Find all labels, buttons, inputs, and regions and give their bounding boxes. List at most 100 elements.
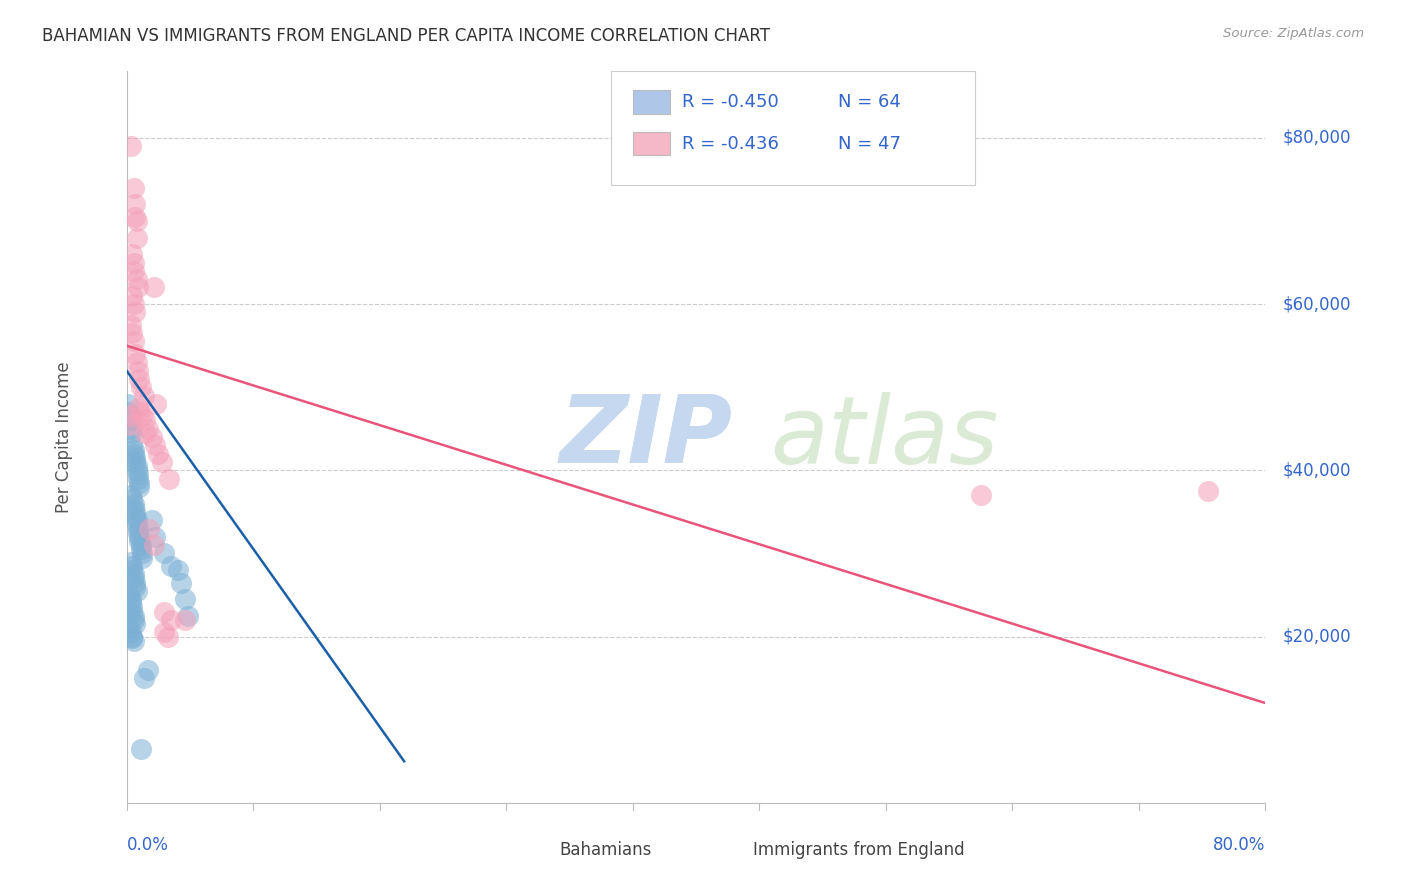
Point bbox=[120, 139, 142, 153]
Point bbox=[129, 542, 152, 557]
Point bbox=[125, 355, 148, 369]
Point bbox=[142, 538, 165, 552]
Point bbox=[156, 630, 179, 644]
Point bbox=[124, 509, 146, 524]
Point bbox=[122, 497, 145, 511]
Point bbox=[141, 513, 163, 527]
Point bbox=[128, 475, 150, 490]
Point bbox=[127, 467, 149, 482]
FancyBboxPatch shape bbox=[721, 844, 747, 860]
Point bbox=[122, 255, 145, 269]
Point bbox=[150, 455, 173, 469]
Point bbox=[131, 409, 153, 424]
Point bbox=[122, 442, 145, 457]
Point bbox=[120, 555, 142, 569]
Text: atlas: atlas bbox=[770, 392, 998, 483]
Point bbox=[124, 197, 146, 211]
Point bbox=[121, 438, 143, 452]
Point bbox=[122, 334, 145, 349]
Text: $40,000: $40,000 bbox=[1282, 461, 1351, 479]
Text: $60,000: $60,000 bbox=[1282, 295, 1351, 313]
Point bbox=[122, 500, 145, 515]
Point bbox=[159, 613, 181, 627]
Point bbox=[125, 513, 148, 527]
Text: R = -0.450: R = -0.450 bbox=[682, 93, 779, 112]
Point bbox=[128, 372, 150, 386]
Point bbox=[146, 447, 169, 461]
Text: BAHAMIAN VS IMMIGRANTS FROM ENGLAND PER CAPITA INCOME CORRELATION CHART: BAHAMIAN VS IMMIGRANTS FROM ENGLAND PER … bbox=[42, 27, 770, 45]
Point bbox=[117, 397, 139, 411]
Point bbox=[122, 264, 145, 278]
Point bbox=[121, 558, 143, 573]
Point bbox=[134, 425, 156, 440]
Point bbox=[125, 517, 148, 532]
Point bbox=[120, 488, 142, 502]
Point bbox=[124, 450, 146, 465]
FancyBboxPatch shape bbox=[633, 90, 669, 114]
Point bbox=[124, 505, 146, 519]
Point bbox=[132, 671, 155, 685]
Text: ZIP: ZIP bbox=[560, 391, 733, 483]
Point bbox=[131, 550, 153, 565]
Point bbox=[125, 459, 148, 474]
Point bbox=[129, 538, 152, 552]
Point bbox=[121, 630, 143, 644]
Point bbox=[177, 608, 200, 623]
Point bbox=[129, 380, 152, 394]
Point bbox=[122, 613, 145, 627]
Point bbox=[127, 472, 149, 486]
Point bbox=[118, 588, 141, 602]
Point bbox=[145, 397, 167, 411]
Point bbox=[120, 422, 142, 436]
Point bbox=[124, 210, 146, 224]
Point bbox=[121, 425, 143, 440]
Point bbox=[169, 575, 191, 590]
Point bbox=[124, 455, 146, 469]
Point bbox=[143, 438, 166, 452]
Point bbox=[134, 413, 156, 427]
Point bbox=[124, 305, 146, 319]
Text: Immigrants from England: Immigrants from England bbox=[754, 841, 965, 859]
Point bbox=[122, 447, 145, 461]
Point bbox=[125, 463, 148, 477]
Point bbox=[121, 605, 143, 619]
Point bbox=[143, 530, 166, 544]
Point bbox=[125, 214, 148, 228]
Point bbox=[128, 530, 150, 544]
Point bbox=[131, 546, 153, 560]
Point bbox=[127, 363, 149, 377]
Point bbox=[152, 625, 174, 640]
Text: 80.0%: 80.0% bbox=[1213, 836, 1265, 854]
Point bbox=[127, 280, 149, 294]
Text: R = -0.436: R = -0.436 bbox=[682, 135, 779, 153]
FancyBboxPatch shape bbox=[610, 71, 974, 185]
Point bbox=[122, 567, 145, 582]
Point bbox=[157, 472, 180, 486]
Point bbox=[128, 533, 150, 548]
Point bbox=[125, 583, 148, 598]
Point bbox=[166, 563, 188, 577]
Point bbox=[118, 405, 141, 419]
Point bbox=[159, 558, 181, 573]
Point bbox=[125, 230, 148, 244]
Point bbox=[124, 617, 146, 632]
Point bbox=[127, 401, 149, 415]
Point bbox=[121, 326, 143, 341]
Point bbox=[125, 272, 148, 286]
Point bbox=[122, 571, 145, 585]
Point bbox=[122, 608, 145, 623]
Point bbox=[120, 409, 142, 424]
Point bbox=[120, 625, 142, 640]
Point bbox=[124, 347, 146, 361]
Point bbox=[122, 180, 145, 194]
Point bbox=[129, 741, 152, 756]
Point bbox=[121, 563, 143, 577]
Point bbox=[128, 480, 150, 494]
Point bbox=[121, 600, 143, 615]
Text: Per Capita Income: Per Capita Income bbox=[55, 361, 73, 513]
Point bbox=[136, 422, 159, 436]
Point bbox=[121, 247, 143, 261]
Point bbox=[1198, 484, 1220, 499]
Text: Bahamians: Bahamians bbox=[560, 841, 652, 859]
Point bbox=[152, 546, 174, 560]
